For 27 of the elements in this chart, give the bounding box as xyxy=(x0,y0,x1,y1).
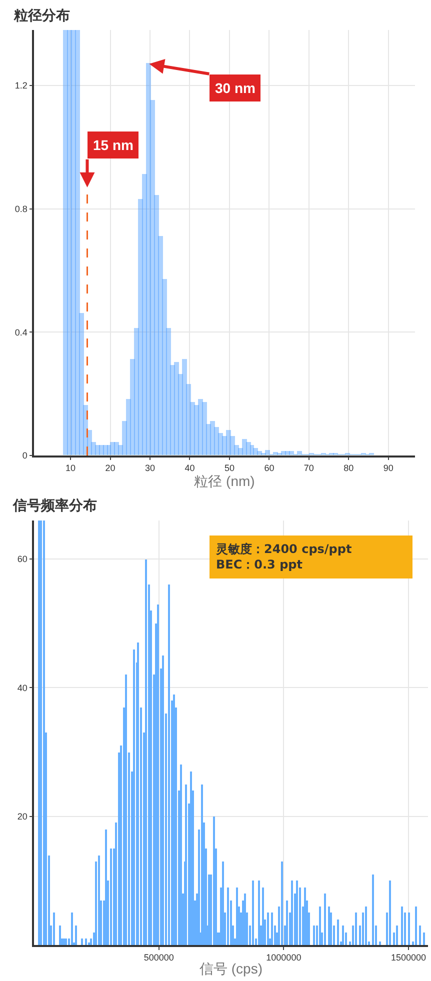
annotation: 30 nm xyxy=(215,80,256,96)
x-tick-label: 70 xyxy=(304,463,314,474)
x-tick-label: 40 xyxy=(184,463,195,474)
chart-title: 信号频率分布 xyxy=(12,497,97,514)
y-tick-label: 0.8 xyxy=(14,204,28,214)
x-tick-label: 60 xyxy=(264,463,274,474)
y-tick-label: 1.2 xyxy=(14,80,28,91)
y-tick-label: 60 xyxy=(17,554,28,564)
chart-title: 粒径分布 xyxy=(13,8,70,24)
note-box: 灵敏度：2400 cps/ppt BEC：0.3 ppt xyxy=(210,536,412,578)
y-tick-label: 0.4 xyxy=(14,327,28,338)
y-tick-label: 20 xyxy=(17,812,28,822)
x-tick-label: 1000000 xyxy=(266,952,302,963)
x-tick-label: 10 xyxy=(66,463,76,474)
annotation: 灵敏度：2400 cps/ppt BEC：0.3 ppt xyxy=(216,542,352,572)
x-tick-label: 30 xyxy=(145,463,156,474)
x-tick-label: 90 xyxy=(383,463,394,474)
x-tick-label: 50 xyxy=(224,463,234,474)
ref-line-label: 15 nm xyxy=(93,137,134,153)
x-tick-label: 20 xyxy=(105,463,116,474)
y-tick-label: 40 xyxy=(17,682,28,693)
x-tick-label: 500000 xyxy=(144,952,174,963)
x-tick-label: 1500000 xyxy=(390,952,426,963)
x-tick-label: 80 xyxy=(344,463,354,474)
y-tick-label: 0 xyxy=(22,450,28,461)
x-axis-title: 粒径 (nm) xyxy=(194,473,255,490)
x-axis-title: 信号 (cps) xyxy=(200,960,262,976)
